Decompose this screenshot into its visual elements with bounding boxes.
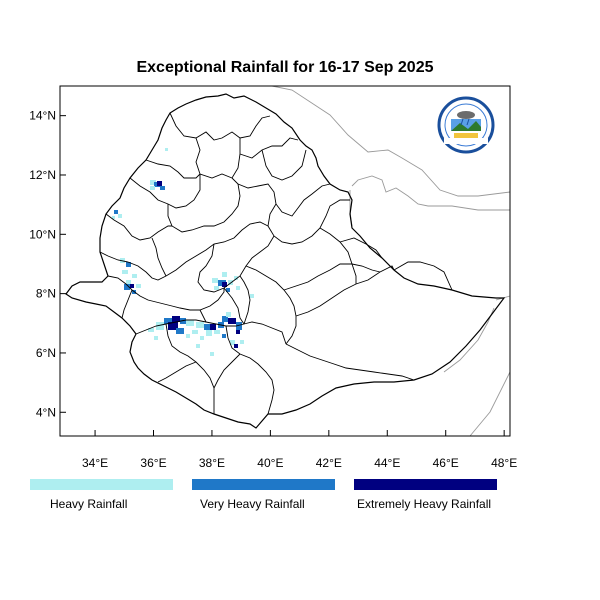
rainfall-cell	[136, 284, 141, 288]
lat-tick-label: 6°N	[36, 346, 56, 360]
legend-label-very-heavy: Very Heavy Rainfall	[200, 497, 305, 511]
rainfall-cells	[112, 148, 254, 356]
rainfall-cell	[148, 328, 154, 332]
country-border	[65, 93, 506, 429]
rainfall-cell	[236, 330, 240, 334]
rainfall-cell	[126, 262, 131, 267]
rainfall-cell	[212, 278, 218, 283]
neighbor-borders	[271, 85, 511, 437]
legend-swatch-very-heavy	[192, 479, 335, 490]
rainfall-cell	[222, 272, 227, 277]
rainfall-cell	[157, 181, 162, 186]
rainfall-cell	[236, 286, 240, 290]
legend-label-heavy: Heavy Rainfall	[50, 497, 127, 511]
rainfall-cell	[230, 340, 235, 345]
lon-tick-label: 44°E	[374, 456, 400, 470]
rainfall-cell	[234, 276, 238, 280]
plot-frame	[59, 85, 511, 437]
lon-tick-label: 36°E	[140, 456, 166, 470]
meteorology-agency-logo	[437, 96, 495, 154]
legend-label-extreme: Extremely Heavy Rainfall	[357, 497, 491, 511]
lon-tick-label: 40°E	[257, 456, 283, 470]
rainfall-cell	[172, 316, 180, 322]
lon-tick-label: 48°E	[491, 456, 517, 470]
rainfall-cell	[154, 336, 158, 340]
rainfall-cell	[126, 280, 131, 285]
lat-tick-label: 8°N	[36, 287, 56, 301]
lon-tick-label: 42°E	[316, 456, 342, 470]
rainfall-cell	[186, 320, 194, 326]
lat-tick-label: 14°N	[29, 109, 56, 123]
rainfall-cell	[196, 344, 200, 348]
rainfall-cell	[160, 186, 165, 190]
rainfall-cell	[214, 330, 220, 334]
rainfall-cell	[222, 282, 227, 287]
legend: Heavy Rainfall Very Heavy Rainfall Extre…	[30, 479, 497, 511]
zone-borders	[99, 112, 453, 415]
rainfall-cell	[234, 344, 238, 348]
rainfall-cell	[228, 318, 236, 324]
rainfall-cell	[164, 318, 172, 324]
rainfall-cell	[132, 274, 137, 278]
legend-swatch-heavy	[30, 479, 173, 490]
rainfall-cell	[250, 294, 254, 298]
latitude-axis: 14°N 12°N 10°N 8°N 6°N 4°N	[29, 109, 66, 419]
rainfall-cell	[196, 322, 204, 328]
map-plot: 34°E 36°E 38°E 40°E 42°E 44°E 46°E 48°E 14°N 12°…	[29, 85, 517, 470]
rainfall-cell	[130, 284, 134, 288]
lat-tick-label: 4°N	[36, 405, 56, 419]
lon-tick-label: 34°E	[82, 456, 108, 470]
legend-swatch-extreme	[354, 479, 497, 490]
rainfall-cell	[176, 328, 184, 334]
lon-tick-label: 46°E	[433, 456, 459, 470]
rainfall-cell	[210, 324, 216, 330]
rainfall-cell	[112, 216, 115, 219]
lat-tick-label: 10°N	[29, 227, 56, 241]
rainfall-cell	[204, 324, 210, 330]
rainfall-cell	[186, 334, 190, 338]
rainfall-cell	[222, 316, 228, 322]
rainfall-cell	[150, 186, 155, 190]
lon-tick-label: 38°E	[199, 456, 225, 470]
lat-tick-label: 12°N	[29, 168, 56, 182]
rainfall-cell	[165, 148, 168, 151]
rainfall-cell	[206, 330, 212, 336]
rainfall-cell	[200, 336, 204, 340]
rainfall-cell	[114, 210, 118, 214]
rainfall-cell	[240, 340, 244, 344]
rainfall-cell	[222, 334, 226, 338]
rainfall-cell	[192, 330, 198, 334]
rainfall-cell	[118, 214, 122, 218]
longitude-axis: 34°E 36°E 38°E 40°E 42°E 44°E 46°E 48°E	[82, 430, 517, 470]
rainfall-cell	[236, 322, 242, 330]
rainfall-cell	[156, 322, 164, 330]
rainfall-cell	[150, 180, 156, 185]
rainfall-cell	[210, 352, 214, 356]
rainfall-cell	[168, 322, 178, 330]
rainfall-cell	[228, 280, 233, 285]
rainfall-cell	[124, 284, 130, 290]
rainfall-cell	[122, 270, 128, 274]
rainfall-cell	[226, 288, 230, 292]
rainfall-cell	[214, 286, 219, 290]
map-title: Exceptional Rainfall for 16-17 Sep 2025	[136, 59, 433, 76]
rainfall-cell	[226, 312, 231, 317]
